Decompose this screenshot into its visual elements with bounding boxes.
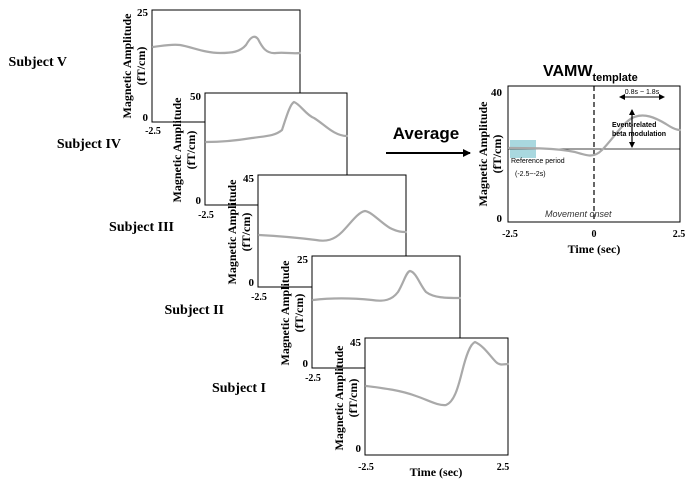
plot-frame xyxy=(364,337,509,456)
x-min-label: -2.5 xyxy=(145,126,161,137)
subject-label: Subject V xyxy=(9,55,67,70)
y-axis-label: Magnetic Amplitude xyxy=(170,97,184,203)
y-axis-label: Magnetic Amplitude xyxy=(120,13,134,119)
x-tick-label: -2.5 xyxy=(502,229,518,240)
y-max-label: 25 xyxy=(297,254,309,266)
x-max-label: 2.5 xyxy=(497,462,510,473)
x-axis-label: Time (sec) xyxy=(410,465,463,479)
y-axis-label: Magnetic Amplitude xyxy=(332,345,346,451)
template-title-sub: template xyxy=(592,72,637,84)
y-max-label: 40 xyxy=(491,87,503,99)
template-title-main: VAMW xyxy=(543,63,593,80)
y-min-label: 0 xyxy=(143,112,149,124)
y-max-label: 45 xyxy=(243,173,255,185)
signal-trace xyxy=(151,35,302,55)
signal-trace xyxy=(364,340,510,407)
x-axis-label: Time (sec) xyxy=(568,242,621,256)
y-max-label: 25 xyxy=(137,7,149,19)
y-min-label: 0 xyxy=(497,213,503,225)
y-axis-label: Magnetic Amplitude xyxy=(278,260,292,366)
signal-trace xyxy=(257,209,408,242)
reference-period-label: Reference period xyxy=(511,158,565,165)
x-min-label: -2.5 xyxy=(198,210,214,221)
x-min-label: -2.5 xyxy=(305,373,321,384)
y-min-label: 0 xyxy=(249,277,255,289)
average-arrow: Average xyxy=(386,124,471,157)
x-tick-label: 0 xyxy=(592,229,597,240)
y-axis-unit: (fT/cm) xyxy=(346,379,360,418)
y-axis-label: Magnetic Amplitude xyxy=(225,179,239,285)
y-min-label: 0 xyxy=(356,443,362,455)
template-title: VAMWtemplate xyxy=(543,63,638,84)
y-axis-unit: (fT/cm) xyxy=(134,47,148,86)
y-min-label: 0 xyxy=(303,358,309,370)
panel-subject-i: 45 0 -2.5 2.5 Time (sec) Magnetic Amplit… xyxy=(212,337,509,479)
template-trace xyxy=(507,114,682,157)
reference-period-range: (-2.5~-2s) xyxy=(515,171,546,178)
modulation-label-1: Event-related xyxy=(612,122,656,129)
signal-trace xyxy=(204,100,349,144)
modulation-label-2: beta modulation xyxy=(612,131,666,138)
y-axis-unit: (fT/cm) xyxy=(292,294,306,333)
y-max-label: 50 xyxy=(190,91,202,103)
y-max-label: 45 xyxy=(350,337,362,349)
average-label: Average xyxy=(393,124,459,143)
signal-trace xyxy=(311,269,462,302)
subject-label: Subject III xyxy=(109,220,174,235)
subject-label: Subject II xyxy=(164,303,224,318)
x-min-label: -2.5 xyxy=(251,292,267,303)
x-min-label: -2.5 xyxy=(358,462,374,473)
panel-template: VAMWtemplate 0.8s ~ 1.8s Event-related b… xyxy=(476,63,685,256)
y-axis-unit: (fT/cm) xyxy=(184,131,198,170)
y-axis-label: Magnetic Amplitude xyxy=(476,101,490,207)
y-axis-unit: (fT/cm) xyxy=(490,135,504,174)
x-tick-label: 2.5 xyxy=(673,229,686,240)
subject-label: Subject IV xyxy=(57,137,121,152)
y-axis-unit: (fT/cm) xyxy=(239,213,253,252)
y-min-label: 0 xyxy=(196,195,202,207)
subject-label: Subject I xyxy=(212,381,266,396)
window-label: 0.8s ~ 1.8s xyxy=(625,89,660,96)
movement-onset-label: Movement onset xyxy=(545,209,612,219)
